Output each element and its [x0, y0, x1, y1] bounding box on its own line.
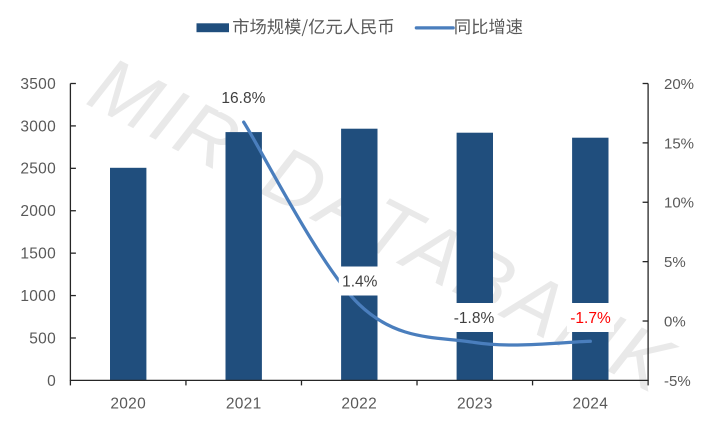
svg-text:-1.7%: -1.7% [570, 310, 611, 327]
svg-text:16.8%: 16.8% [221, 90, 265, 107]
svg-text:3500: 3500 [20, 76, 56, 93]
svg-text:1500: 1500 [20, 246, 56, 263]
svg-text:20%: 20% [664, 76, 694, 93]
svg-text:1000: 1000 [20, 288, 56, 305]
svg-text:10%: 10% [664, 195, 694, 212]
svg-text:0: 0 [47, 373, 56, 390]
svg-text:2024: 2024 [572, 395, 608, 412]
svg-text:2022: 2022 [341, 395, 377, 412]
svg-text:2023: 2023 [457, 395, 493, 412]
svg-text:15%: 15% [664, 135, 694, 152]
svg-text:1.4%: 1.4% [342, 273, 378, 290]
svg-text:500: 500 [29, 330, 56, 347]
svg-text:5%: 5% [664, 254, 686, 271]
svg-text:-1.8%: -1.8% [454, 310, 495, 327]
svg-text:2021: 2021 [226, 395, 262, 412]
svg-text:2000: 2000 [20, 203, 56, 220]
svg-text:2500: 2500 [20, 161, 56, 178]
svg-text:3000: 3000 [20, 118, 56, 135]
svg-text:2020: 2020 [110, 395, 146, 412]
svg-text:-5%: -5% [664, 373, 691, 390]
svg-text:0%: 0% [664, 313, 686, 330]
